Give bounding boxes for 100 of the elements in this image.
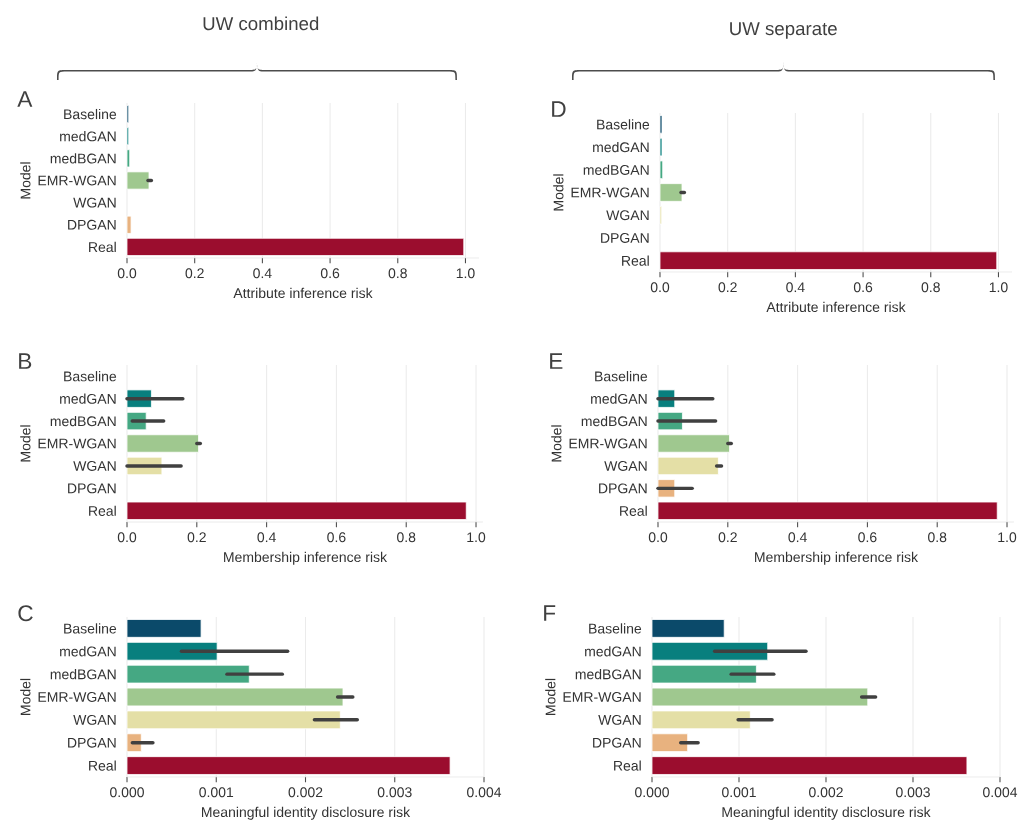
y-axis-title: Model (553, 174, 564, 211)
text: UW combined (203, 16, 319, 31)
bar (126, 687, 344, 707)
y-tick-label: medBGAN (50, 415, 116, 427)
x-axis-title: Membership inference risk (224, 551, 388, 565)
bar (126, 641, 218, 661)
y-tick-label: Baseline (595, 371, 648, 382)
bar (126, 619, 202, 638)
y-tick-label: medGAN (585, 646, 641, 657)
y-tick-label: EMR-WGAN (571, 187, 649, 198)
y-tick-label: medBGAN (583, 164, 649, 175)
x-tick-label: 0.0 (648, 532, 668, 543)
bar (126, 149, 131, 168)
bar (657, 434, 730, 453)
x-tick-label: 0.002 (288, 787, 323, 798)
x-tick-label: 0.002 (809, 787, 843, 798)
x-tick-label: 0.2 (718, 532, 737, 543)
bar (659, 251, 998, 270)
y-axis-title: Model (545, 678, 556, 715)
y-tick-label: DPGAN (601, 232, 649, 243)
bar (651, 710, 751, 730)
x-tick-label: 0.8 (921, 282, 940, 293)
y-tick-label: WGAN (606, 210, 649, 221)
bar (659, 115, 663, 134)
x-tick-label: 0.8 (397, 532, 416, 543)
x-tick-label: 0.6 (327, 532, 346, 543)
x-tick-label: 0.2 (187, 532, 206, 543)
x-tick-label: 0.0 (117, 268, 137, 279)
bar (659, 160, 664, 180)
x-tick-label: 0.003 (377, 787, 412, 798)
bar (651, 756, 968, 775)
x-tick-label: 1.0 (456, 268, 475, 279)
x-axis-title: Membership inference risk (755, 551, 919, 565)
y-tick-label: WGAN (598, 714, 641, 725)
bar (651, 687, 869, 707)
x-tick-label: 0.6 (853, 282, 873, 293)
y-tick-label: medGAN (60, 131, 116, 142)
x-tick-label: 0.4 (257, 532, 276, 543)
y-tick-label: DPGAN (68, 219, 116, 230)
x-axis-title: Attribute inference risk (233, 287, 373, 299)
bar (126, 756, 451, 775)
chart-title: A (17, 91, 33, 107)
x-tick-label: 0.001 (199, 787, 234, 798)
x-tick-label: 0.4 (788, 532, 807, 543)
y-tick-label: WGAN (73, 460, 116, 471)
y-tick-label: EMR-WGAN (563, 692, 641, 702)
y-tick-label: medBGAN (50, 669, 116, 680)
x-tick-label: 0.000 (110, 787, 144, 798)
x-tick-label: 0.004 (983, 787, 1018, 798)
y-tick-label: Baseline (64, 623, 117, 634)
x-tick-label: 1.0 (998, 532, 1017, 543)
y-tick-label: Baseline (64, 108, 117, 120)
x-axis-title: Attribute inference risk (766, 301, 906, 313)
bar (126, 215, 132, 234)
x-tick-label: 0.8 (928, 532, 947, 543)
bar (126, 434, 199, 453)
y-tick-label: medGAN (591, 393, 647, 404)
x-tick-label: 0.001 (722, 787, 756, 798)
bar (651, 733, 689, 753)
bar (657, 501, 998, 520)
bar (126, 710, 341, 730)
y-tick-label: Real (89, 505, 116, 516)
x-tick-label: 0.0 (117, 532, 137, 543)
y-tick-label: EMR-WGAN (38, 438, 116, 449)
x-tick-label: 0.4 (253, 268, 272, 279)
y-axis-title: Model (20, 162, 31, 199)
y-tick-label: Baseline (589, 623, 642, 634)
y-tick-label: Real (622, 255, 649, 266)
text: UW separate (730, 22, 837, 39)
x-axis-title: Meaningful identity disclosure risk (722, 806, 931, 820)
y-tick-label: WGAN (73, 197, 116, 208)
y-tick-label: medGAN (593, 141, 649, 153)
x-tick-label: 1.0 (467, 532, 486, 543)
x-tick-label: 0.6 (858, 532, 877, 543)
y-tick-label: DPGAN (593, 737, 641, 748)
chart-title: F (544, 605, 556, 621)
x-tick-label: 0.2 (185, 268, 204, 279)
bar (651, 664, 757, 684)
y-axis-title: Model (551, 425, 562, 462)
y-tick-label: WGAN (73, 714, 116, 725)
chart-title: B (19, 353, 32, 369)
x-tick-label: 0.0 (650, 282, 670, 293)
y-tick-label: Real (89, 760, 116, 771)
bar (126, 171, 150, 190)
bar (126, 237, 465, 256)
bar (659, 137, 663, 157)
chart-title: C (18, 605, 33, 622)
bar (651, 619, 725, 638)
y-tick-label: Baseline (64, 371, 117, 382)
x-tick-label: 0.6 (320, 268, 340, 279)
y-tick-label: medBGAN (575, 669, 641, 680)
y-tick-label: medGAN (60, 646, 116, 657)
bar (657, 456, 719, 476)
x-tick-label: 0.4 (786, 282, 805, 293)
x-tick-label: 0.000 (635, 787, 669, 798)
bar (126, 501, 467, 520)
y-tick-label: EMR-WGAN (38, 175, 116, 186)
y-axis-title: Model (20, 425, 31, 462)
x-tick-label: 0.2 (718, 282, 737, 293)
y-tick-label: DPGAN (68, 737, 116, 748)
